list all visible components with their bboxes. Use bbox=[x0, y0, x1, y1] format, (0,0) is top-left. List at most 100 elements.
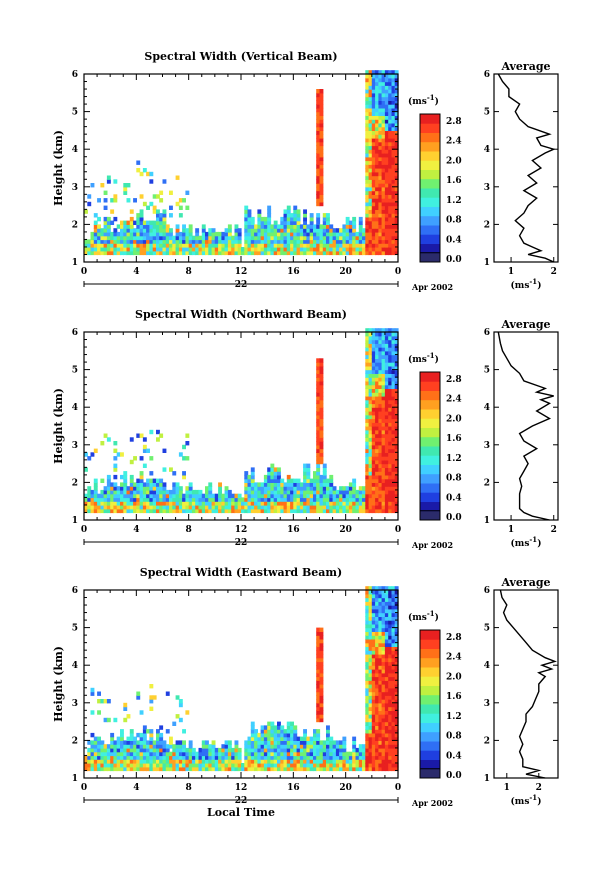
heatmap-cell bbox=[319, 403, 324, 408]
colorbar-swatch bbox=[420, 483, 440, 493]
heatmap-cell bbox=[120, 489, 124, 495]
heatmap-cell bbox=[129, 247, 134, 252]
heatmap-cell bbox=[365, 433, 370, 438]
heatmap-cell bbox=[293, 213, 298, 218]
heatmap-cell bbox=[234, 505, 239, 510]
heatmap-cell bbox=[316, 646, 321, 651]
heatmap-cell bbox=[250, 755, 255, 760]
heatmap-cell bbox=[139, 171, 144, 177]
heatmap-cell bbox=[316, 156, 321, 162]
x-tick-label: 16 bbox=[287, 783, 300, 793]
heatmap-cell bbox=[388, 426, 393, 431]
heatmap-cell bbox=[313, 471, 317, 476]
heatmap-cell bbox=[313, 247, 317, 252]
heatmap-cell bbox=[381, 489, 386, 495]
heatmap-cell bbox=[365, 766, 370, 772]
heatmap-cell bbox=[224, 228, 229, 233]
heatmap-cell bbox=[375, 605, 379, 610]
heatmap-cell bbox=[394, 92, 399, 98]
average-frame bbox=[493, 331, 559, 521]
heatmap-cell bbox=[394, 220, 399, 225]
heatmap-cell bbox=[358, 497, 363, 502]
heatmap-cell bbox=[371, 493, 376, 499]
heatmap-cell bbox=[146, 505, 150, 510]
heatmap-cell bbox=[191, 505, 196, 510]
heatmap-cell bbox=[335, 508, 340, 514]
heatmap-cell bbox=[394, 623, 399, 629]
heatmap-cell bbox=[378, 422, 383, 427]
heatmap-cell bbox=[322, 497, 327, 502]
heatmap-cell bbox=[227, 250, 232, 256]
heatmap-cell bbox=[120, 766, 124, 772]
heatmap-cell bbox=[267, 205, 272, 210]
colorbar-tick-label: 0.0 bbox=[446, 255, 462, 265]
heatmap-cell bbox=[283, 235, 288, 241]
heatmap-cell bbox=[175, 755, 180, 760]
heatmap-cell bbox=[247, 751, 252, 757]
panel-title: Spectral Width (Vertical Beam) bbox=[144, 50, 337, 63]
heatmap-cell bbox=[309, 493, 314, 499]
heatmap-cell bbox=[250, 501, 255, 506]
heatmap-cell bbox=[375, 339, 379, 344]
heatmap-cell bbox=[156, 239, 160, 244]
heatmap-cell bbox=[136, 505, 141, 510]
heatmap-cell bbox=[175, 740, 180, 745]
heatmap-cell bbox=[116, 247, 121, 252]
heatmap-cell bbox=[375, 332, 379, 337]
heatmap-cell bbox=[139, 759, 144, 764]
heatmap-cell bbox=[165, 501, 170, 506]
heatmap-cell bbox=[381, 85, 386, 90]
heatmap-cell bbox=[303, 751, 307, 757]
heatmap-cell bbox=[178, 744, 183, 749]
heatmap-cell bbox=[103, 433, 108, 438]
heatmap-cell bbox=[319, 384, 324, 389]
heatmap-cell bbox=[263, 216, 268, 222]
heatmap-cell bbox=[368, 407, 373, 412]
heatmap-cell bbox=[309, 508, 314, 514]
heatmap-cell bbox=[280, 216, 285, 222]
heatmap-cell bbox=[388, 411, 393, 416]
heatmap-field bbox=[84, 586, 399, 772]
heatmap-cell bbox=[358, 247, 363, 252]
heatmap-cell bbox=[316, 766, 321, 772]
colorbar-swatch bbox=[420, 178, 440, 189]
heatmap-cell bbox=[378, 616, 383, 621]
heatmap-cell bbox=[93, 493, 98, 499]
heatmap-cell bbox=[381, 695, 386, 700]
heatmap-cell bbox=[149, 231, 154, 237]
heatmap-cell bbox=[391, 380, 396, 386]
heatmap-cell bbox=[394, 665, 399, 670]
heatmap-cell bbox=[133, 497, 137, 502]
heatmap-cell bbox=[280, 763, 285, 768]
heatmap-cell bbox=[319, 362, 324, 367]
heatmap-cell bbox=[394, 190, 399, 195]
heatmap-cell bbox=[263, 250, 268, 256]
heatmap-cell bbox=[142, 231, 147, 237]
heatmap-cell bbox=[384, 755, 389, 760]
heatmap-cell bbox=[87, 508, 92, 514]
heatmap-cell bbox=[371, 399, 376, 405]
heatmap-cell bbox=[375, 205, 379, 210]
heatmap-cell bbox=[185, 763, 190, 768]
heatmap-cell bbox=[378, 653, 383, 659]
heatmap-cell bbox=[335, 763, 340, 768]
heatmap-cell bbox=[342, 489, 347, 495]
heatmap-cell bbox=[371, 392, 376, 397]
heatmap-cell bbox=[388, 175, 393, 180]
heatmap-cell bbox=[384, 164, 389, 169]
heatmap-cell bbox=[313, 744, 317, 749]
heatmap-cell bbox=[384, 747, 389, 753]
heatmap-cell bbox=[371, 429, 376, 435]
heatmap-cell bbox=[316, 171, 321, 177]
heatmap-cell bbox=[169, 228, 173, 233]
heatmap-cell bbox=[394, 497, 399, 502]
heatmap-cell bbox=[129, 740, 134, 745]
heatmap-cell bbox=[339, 740, 343, 745]
heatmap-cell bbox=[309, 482, 314, 487]
heatmap-cell bbox=[316, 751, 321, 757]
heatmap-cell bbox=[316, 247, 321, 252]
heatmap-cell bbox=[267, 747, 272, 753]
heatmap-cell bbox=[299, 505, 304, 510]
heatmap-cell bbox=[391, 213, 396, 218]
heatmap-cell bbox=[296, 228, 301, 233]
